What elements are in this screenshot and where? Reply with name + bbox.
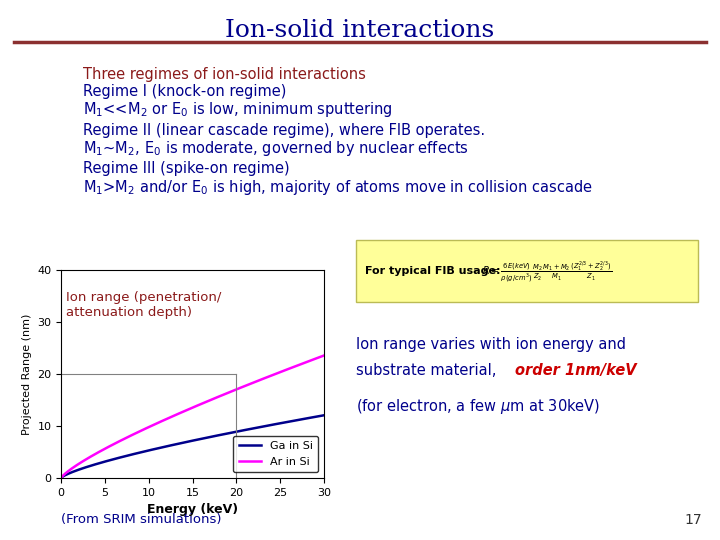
- Ga in Si: [57, 475, 66, 481]
- Text: (for electron, a few $\mu$m at 30keV): (for electron, a few $\mu$m at 30keV): [356, 397, 600, 416]
- Legend: Ga in Si, Ar in Si: Ga in Si, Ar in Si: [233, 436, 318, 472]
- Text: M$_1$>M$_2$ and/or E$_0$ is high, majority of atoms move in collision cascade: M$_1$>M$_2$ and/or E$_0$ is high, majori…: [83, 178, 593, 197]
- Text: Ion-solid interactions: Ion-solid interactions: [225, 19, 495, 42]
- Text: Regime III (spike-on regime): Regime III (spike-on regime): [83, 161, 289, 177]
- Text: 17: 17: [685, 512, 702, 526]
- Text: $R = \frac{6E(keV)}{\rho(g/cm^3)}\frac{M_2}{Z_2}\frac{M_1+M_2}{M_1}\frac{(Z_1^{2: $R = \frac{6E(keV)}{\rho(g/cm^3)}\frac{M…: [482, 259, 613, 284]
- Text: Ion range (penetration/
attenuation depth): Ion range (penetration/ attenuation dept…: [66, 291, 221, 319]
- Text: order 1nm/keV: order 1nm/keV: [515, 363, 636, 379]
- Ga in Si: [173, 441, 181, 447]
- Ar in Si: [173, 411, 181, 417]
- Ga in Si: [238, 428, 246, 434]
- Ga in Si: [320, 412, 328, 418]
- Ar in Si: [238, 384, 246, 390]
- X-axis label: Energy (keV): Energy (keV): [147, 503, 238, 516]
- Text: Three regimes of ion-solid interactions: Three regimes of ion-solid interactions: [83, 68, 366, 83]
- Ar in Si: [163, 415, 172, 422]
- Ar in Si: [320, 352, 328, 359]
- Text: Regime II (linear cascade regime), where FIB operates.: Regime II (linear cascade regime), where…: [83, 123, 485, 138]
- Text: substrate material,: substrate material,: [356, 363, 501, 379]
- Text: Ion range varies with ion energy and: Ion range varies with ion energy and: [356, 338, 626, 353]
- Text: Regime I (knock-on regime): Regime I (knock-on regime): [83, 84, 286, 99]
- Text: For typical FIB usage:: For typical FIB usage:: [365, 266, 500, 276]
- Ga in Si: [84, 463, 92, 470]
- Ar in Si: [262, 374, 271, 381]
- Ga in Si: [262, 423, 271, 429]
- Ga in Si: [163, 443, 172, 449]
- Text: (From SRIM simulations): (From SRIM simulations): [61, 514, 222, 526]
- Y-axis label: Projected Range (nm): Projected Range (nm): [22, 313, 32, 435]
- Ar in Si: [57, 475, 66, 481]
- Text: M$_1$<<M$_2$ or E$_0$ is low, minimum sputtering: M$_1$<<M$_2$ or E$_0$ is low, minimum sp…: [83, 100, 392, 119]
- Text: M$_1$~M$_2$, E$_0$ is moderate, governed by nuclear effects: M$_1$~M$_2$, E$_0$ is moderate, governed…: [83, 139, 469, 158]
- Ar in Si: [266, 373, 275, 379]
- Line: Ar in Si: Ar in Si: [61, 355, 324, 478]
- Ar in Si: [84, 455, 92, 461]
- Ga in Si: [266, 422, 275, 428]
- Line: Ga in Si: Ga in Si: [61, 415, 324, 478]
